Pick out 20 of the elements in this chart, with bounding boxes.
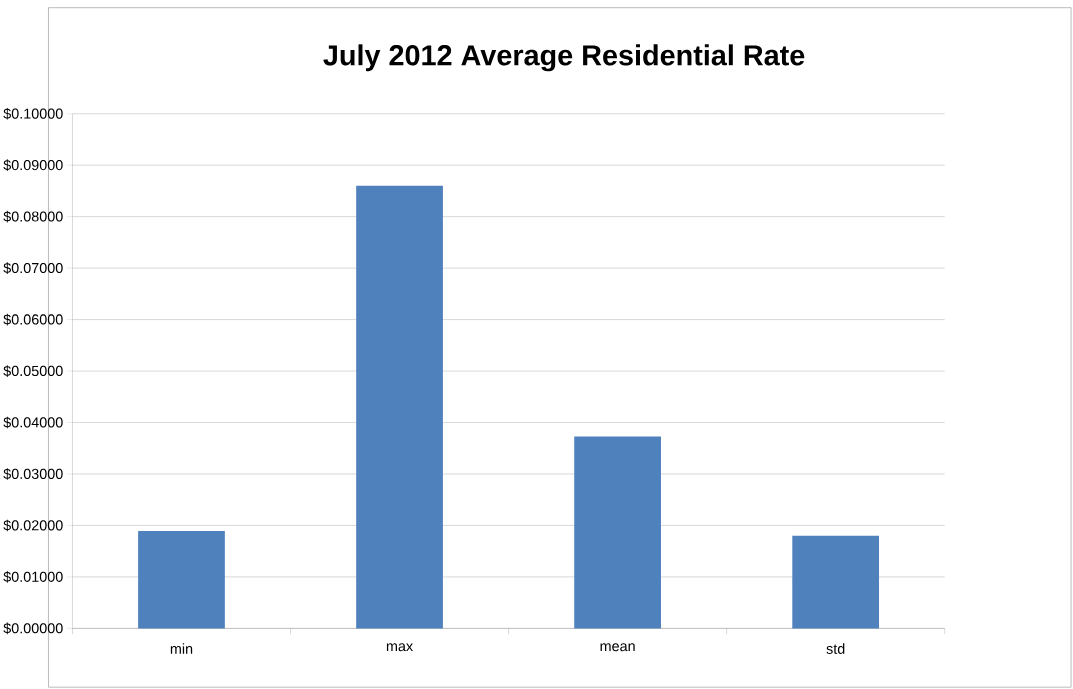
x-tick-label: mean [600,643,635,652]
x-tick-label: std [826,643,845,654]
y-tick-label: $0.09000 [3,159,63,171]
y-tick-label: $0.01000 [3,571,63,583]
bar [138,531,225,629]
y-tick-label: $0.08000 [3,210,63,223]
bar [792,535,880,629]
y-tick-label: $0.10000 [3,107,63,120]
y-tick-label: $0.03000 [3,468,63,480]
y-tick-label: $0.04000 [3,416,63,429]
bar [356,185,443,629]
x-tick-label: max [386,643,413,652]
y-tick-label: $0.06000 [3,313,63,326]
y-tick-label: $0.05000 [3,365,63,377]
x-tick-label: min [170,643,193,654]
chart-title: July 2012 Average Residential Rate [323,44,805,72]
bar [574,436,661,629]
y-tick-label: $0.07000 [3,262,63,274]
y-tick-label: $0.00000 [3,622,63,635]
y-tick-label: $0.02000 [3,519,63,532]
